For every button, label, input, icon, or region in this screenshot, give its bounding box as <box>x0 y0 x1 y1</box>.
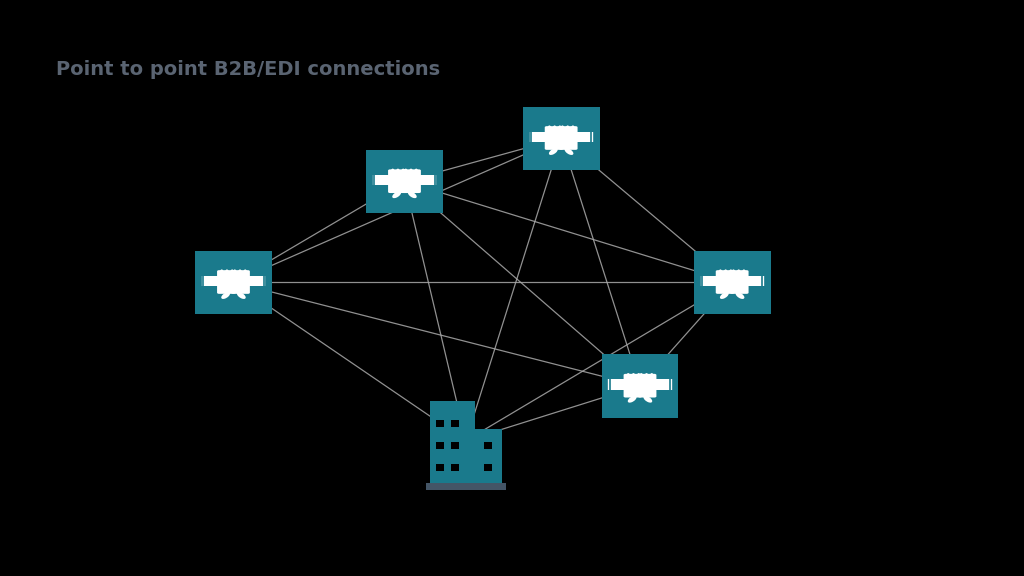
FancyBboxPatch shape <box>528 131 547 142</box>
FancyBboxPatch shape <box>654 379 673 390</box>
Ellipse shape <box>736 270 741 278</box>
Ellipse shape <box>403 169 409 177</box>
FancyBboxPatch shape <box>575 131 594 142</box>
Ellipse shape <box>400 169 406 177</box>
FancyBboxPatch shape <box>217 270 236 294</box>
Ellipse shape <box>229 270 234 278</box>
Ellipse shape <box>392 191 401 198</box>
Ellipse shape <box>238 270 243 278</box>
FancyBboxPatch shape <box>426 483 506 490</box>
Ellipse shape <box>636 373 641 382</box>
FancyBboxPatch shape <box>430 401 474 488</box>
Ellipse shape <box>552 126 557 134</box>
Ellipse shape <box>731 270 736 278</box>
Ellipse shape <box>649 373 654 382</box>
FancyBboxPatch shape <box>716 270 734 294</box>
Ellipse shape <box>560 126 565 134</box>
FancyBboxPatch shape <box>638 374 656 397</box>
Ellipse shape <box>237 292 246 299</box>
FancyBboxPatch shape <box>694 251 770 314</box>
Ellipse shape <box>644 373 649 382</box>
Ellipse shape <box>219 270 224 278</box>
FancyBboxPatch shape <box>367 150 443 213</box>
Ellipse shape <box>549 148 558 155</box>
FancyBboxPatch shape <box>699 275 718 286</box>
Ellipse shape <box>557 126 562 134</box>
FancyBboxPatch shape <box>248 275 266 286</box>
FancyBboxPatch shape <box>523 107 600 170</box>
FancyBboxPatch shape <box>624 374 642 397</box>
FancyBboxPatch shape <box>451 442 459 449</box>
FancyBboxPatch shape <box>436 420 444 427</box>
Ellipse shape <box>723 270 728 278</box>
Ellipse shape <box>409 169 414 177</box>
Ellipse shape <box>243 270 248 278</box>
FancyBboxPatch shape <box>607 379 626 390</box>
FancyBboxPatch shape <box>559 126 578 150</box>
FancyBboxPatch shape <box>545 126 563 150</box>
Ellipse shape <box>570 126 575 134</box>
Ellipse shape <box>639 373 644 382</box>
Ellipse shape <box>626 373 631 382</box>
Ellipse shape <box>564 148 573 155</box>
FancyBboxPatch shape <box>388 169 407 193</box>
Ellipse shape <box>224 270 229 278</box>
FancyBboxPatch shape <box>201 275 219 286</box>
Ellipse shape <box>735 292 744 299</box>
Ellipse shape <box>395 169 400 177</box>
FancyBboxPatch shape <box>451 464 459 471</box>
Text: Point to point B2B/EDI connections: Point to point B2B/EDI connections <box>56 60 440 78</box>
Ellipse shape <box>390 169 395 177</box>
FancyBboxPatch shape <box>746 275 765 286</box>
FancyBboxPatch shape <box>730 270 749 294</box>
Ellipse shape <box>221 292 230 299</box>
Ellipse shape <box>565 126 570 134</box>
FancyBboxPatch shape <box>195 251 272 314</box>
Ellipse shape <box>643 396 652 403</box>
Ellipse shape <box>728 270 733 278</box>
Ellipse shape <box>408 191 417 198</box>
Ellipse shape <box>631 373 636 382</box>
Ellipse shape <box>414 169 419 177</box>
Ellipse shape <box>741 270 746 278</box>
Ellipse shape <box>718 270 723 278</box>
FancyBboxPatch shape <box>402 169 421 193</box>
FancyBboxPatch shape <box>436 442 444 449</box>
FancyBboxPatch shape <box>483 442 493 449</box>
FancyBboxPatch shape <box>602 354 678 418</box>
FancyBboxPatch shape <box>372 175 390 185</box>
FancyBboxPatch shape <box>483 464 493 471</box>
Ellipse shape <box>720 292 729 299</box>
FancyBboxPatch shape <box>436 464 444 471</box>
FancyBboxPatch shape <box>231 270 250 294</box>
Ellipse shape <box>547 126 552 134</box>
FancyBboxPatch shape <box>419 175 437 185</box>
FancyBboxPatch shape <box>474 429 502 488</box>
FancyBboxPatch shape <box>451 420 459 427</box>
Ellipse shape <box>628 396 637 403</box>
Ellipse shape <box>232 270 238 278</box>
